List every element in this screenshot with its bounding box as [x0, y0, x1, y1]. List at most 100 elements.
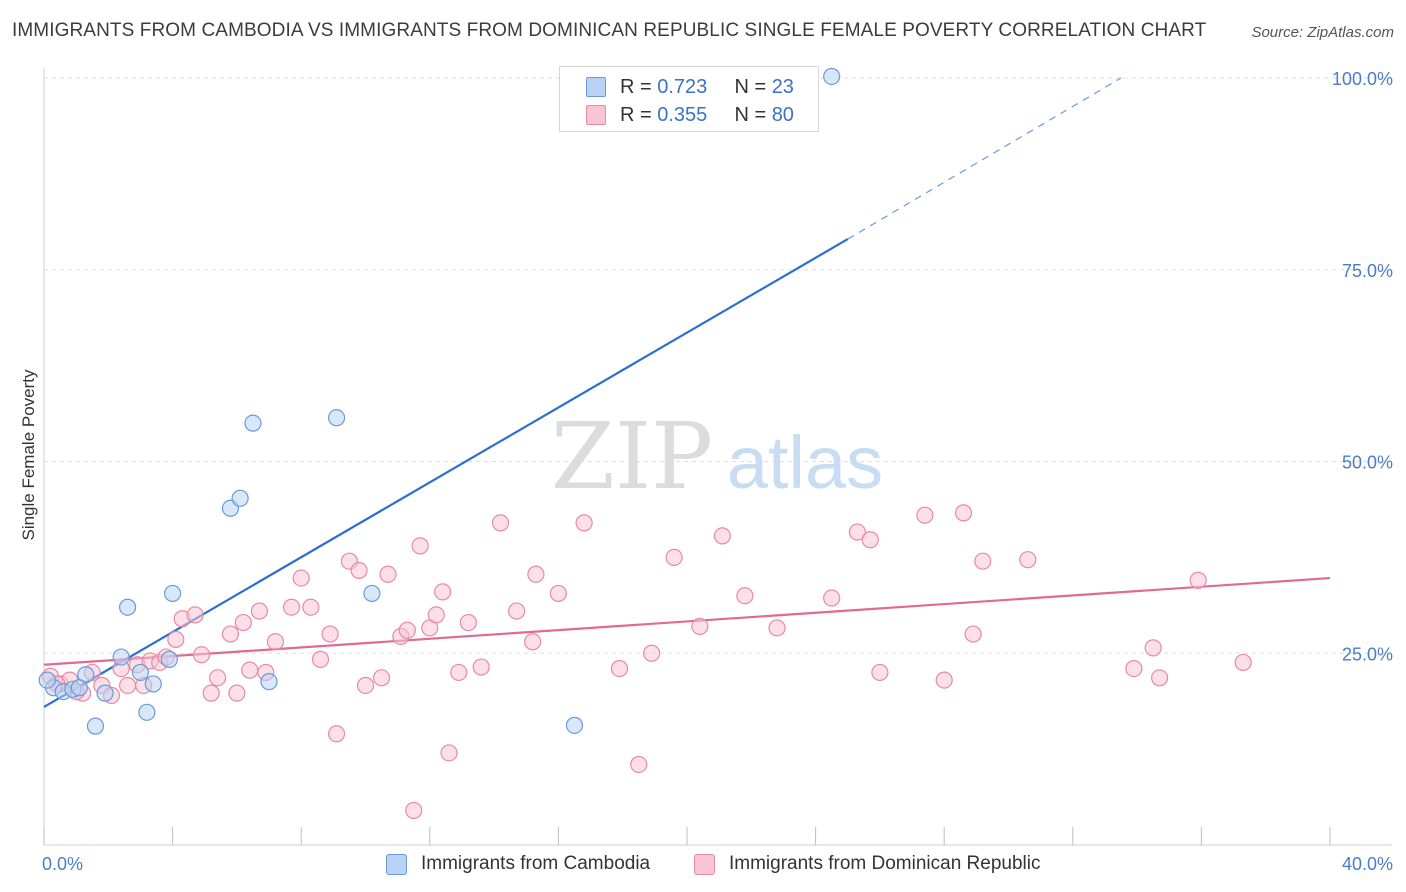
stats-legend: R = 0.723 N = 23 R = 0.355 N = 80	[559, 66, 819, 132]
point-dominican	[434, 583, 452, 601]
bottom-legend-swatch-cambodia	[386, 853, 407, 875]
point-dominican	[228, 684, 246, 702]
bottom-legend-cambodia: Immigrants from Cambodia	[386, 850, 650, 878]
point-dominican	[1125, 659, 1143, 678]
legend-r-label: R =	[620, 103, 652, 126]
point-cambodia	[231, 489, 249, 507]
point-cambodia	[38, 671, 56, 689]
point-dominican	[372, 669, 391, 687]
point-dominican	[665, 548, 683, 566]
point-dominican	[935, 671, 953, 689]
point-dominican	[192, 646, 211, 664]
point-cambodia	[260, 673, 278, 691]
point-dominican	[327, 725, 346, 743]
point-dominican	[1144, 639, 1162, 657]
watermark: ZIP atlas	[551, 403, 883, 510]
legend-n-label: N =	[734, 103, 767, 126]
point-dominican	[234, 613, 252, 632]
point-dominican	[1234, 653, 1252, 672]
point-dominican	[321, 625, 339, 643]
axes	[43, 68, 1392, 846]
trend-line-dominican	[43, 576, 1331, 666]
point-cambodia	[164, 584, 182, 603]
bottom-legend-dominican: Immigrants from Dominican Republic	[694, 850, 1041, 878]
point-cambodia	[118, 598, 137, 616]
y-tick-label: 25.0%	[1342, 644, 1393, 664]
point-dominican	[974, 552, 992, 570]
point-dominican	[311, 650, 330, 668]
point-cambodia	[363, 584, 381, 603]
point-cambodia	[86, 717, 105, 735]
y-tick-label: 50.0%	[1342, 453, 1393, 473]
point-dominican	[202, 684, 220, 702]
point-dominican	[459, 613, 477, 632]
point-dominican	[871, 663, 889, 682]
chart-title: IMMIGRANTS FROM CAMBODIA VS IMMIGRANTS F…	[12, 20, 1207, 41]
point-dominican	[427, 606, 445, 624]
point-cambodia	[112, 648, 130, 666]
bottom-legend-label-cambodia: Immigrants from Cambodia	[421, 853, 651, 874]
point-dominican	[508, 602, 526, 620]
point-dominican	[350, 561, 368, 580]
point-dominican	[302, 598, 320, 616]
point-dominican	[398, 621, 416, 639]
point-dominican	[450, 663, 468, 682]
data-points	[38, 67, 1252, 820]
point-dominican	[549, 584, 568, 603]
point-cambodia	[327, 409, 346, 427]
point-cambodia	[565, 716, 584, 734]
point-dominican	[848, 523, 866, 541]
y-tick-label: 100.0%	[1332, 69, 1393, 89]
legend-r-value-dominican: 0.355	[657, 103, 708, 126]
point-dominican	[527, 565, 545, 583]
tick-labels: 25.0% 50.0% 75.0% 100.0% 0.0% 40.0%	[42, 69, 1393, 874]
point-dominican	[964, 625, 982, 643]
point-dominican	[282, 598, 301, 616]
legend-swatch-dominican	[586, 105, 606, 125]
legend-n-label: N =	[734, 75, 767, 98]
point-cambodia	[144, 675, 162, 693]
legend-r-label: R =	[620, 75, 652, 98]
point-dominican	[575, 514, 593, 532]
point-dominican	[643, 644, 661, 662]
point-dominican	[1151, 669, 1169, 687]
point-dominican	[266, 633, 285, 651]
y-axis-label: Single Female Poverty	[19, 369, 38, 541]
point-dominican	[209, 669, 227, 687]
point-dominican	[691, 617, 709, 636]
point-cambodia	[244, 414, 262, 432]
trend-line-cambodia	[43, 238, 849, 708]
legend-r-value-cambodia: 0.723	[657, 75, 708, 98]
point-dominican	[167, 630, 185, 649]
point-dominican	[823, 589, 841, 607]
point-dominican	[630, 755, 648, 774]
source-credit: Source: ZipAtlas.com	[1251, 24, 1394, 41]
point-dominican	[768, 619, 786, 637]
point-dominican	[221, 625, 240, 643]
point-dominican	[1189, 571, 1207, 589]
point-dominican	[524, 633, 542, 651]
point-dominican	[411, 537, 429, 555]
point-dominican	[379, 565, 397, 583]
x-tick-label: 0.0%	[42, 854, 83, 874]
point-dominican	[736, 587, 754, 605]
point-cambodia	[96, 684, 114, 702]
point-dominican	[405, 801, 423, 820]
trend-line-cambodia-extension	[847, 77, 1122, 240]
x-tick-label: 40.0%	[1342, 854, 1393, 874]
watermark-zip: ZIP	[551, 403, 713, 510]
point-dominican	[472, 658, 490, 676]
point-dominican	[491, 514, 510, 532]
y-tick-label: 75.0%	[1342, 261, 1393, 281]
bottom-legend-swatch-dominican	[694, 853, 715, 875]
bottom-legend-label-dominican: Immigrants from Dominican Republic	[729, 853, 1041, 874]
point-cambodia	[823, 67, 841, 86]
point-cambodia	[131, 663, 150, 682]
grid-lines	[44, 77, 1392, 654]
point-cambodia	[138, 703, 156, 721]
point-dominican	[440, 744, 458, 762]
point-cambodia	[160, 650, 178, 668]
point-dominican	[292, 569, 310, 587]
legend-swatch-cambodia	[586, 77, 606, 97]
